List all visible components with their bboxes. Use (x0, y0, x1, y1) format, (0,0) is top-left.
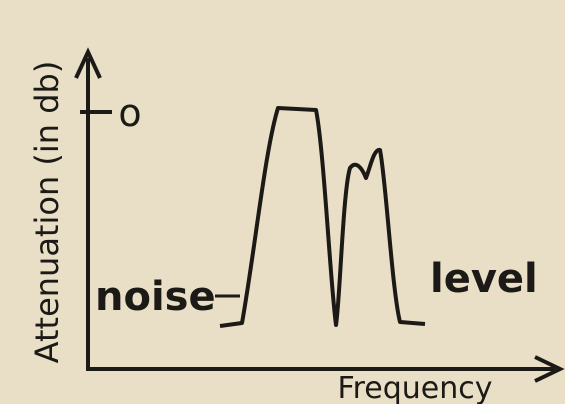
y-axis-arrow (74, 47, 102, 79)
x-axis-label: Frequency (338, 371, 493, 404)
noise-label: noise (95, 274, 216, 320)
zero-label: o (118, 91, 141, 135)
level-label: level (430, 256, 538, 302)
response-curve (219, 106, 426, 328)
x-axis-arrow (534, 355, 565, 383)
y-axis-label: Attenuation (in db) (28, 61, 66, 364)
